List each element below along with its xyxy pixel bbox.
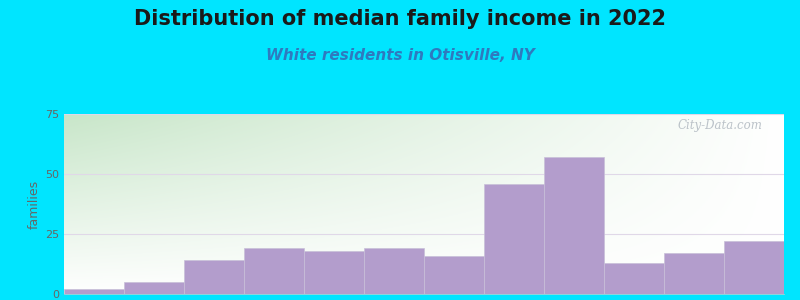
Bar	[484, 184, 544, 294]
Text: City-Data.com: City-Data.com	[678, 119, 762, 132]
Bar	[544, 157, 604, 294]
Y-axis label: families: families	[28, 179, 41, 229]
Bar	[664, 253, 724, 294]
Bar	[64, 289, 124, 294]
Bar	[364, 248, 424, 294]
Bar	[424, 256, 484, 294]
Bar	[724, 241, 784, 294]
Bar	[124, 282, 184, 294]
Bar	[604, 263, 664, 294]
Text: Distribution of median family income in 2022: Distribution of median family income in …	[134, 9, 666, 29]
Text: White residents in Otisville, NY: White residents in Otisville, NY	[266, 48, 534, 63]
Bar	[304, 251, 364, 294]
Bar	[244, 248, 304, 294]
Bar	[184, 260, 244, 294]
